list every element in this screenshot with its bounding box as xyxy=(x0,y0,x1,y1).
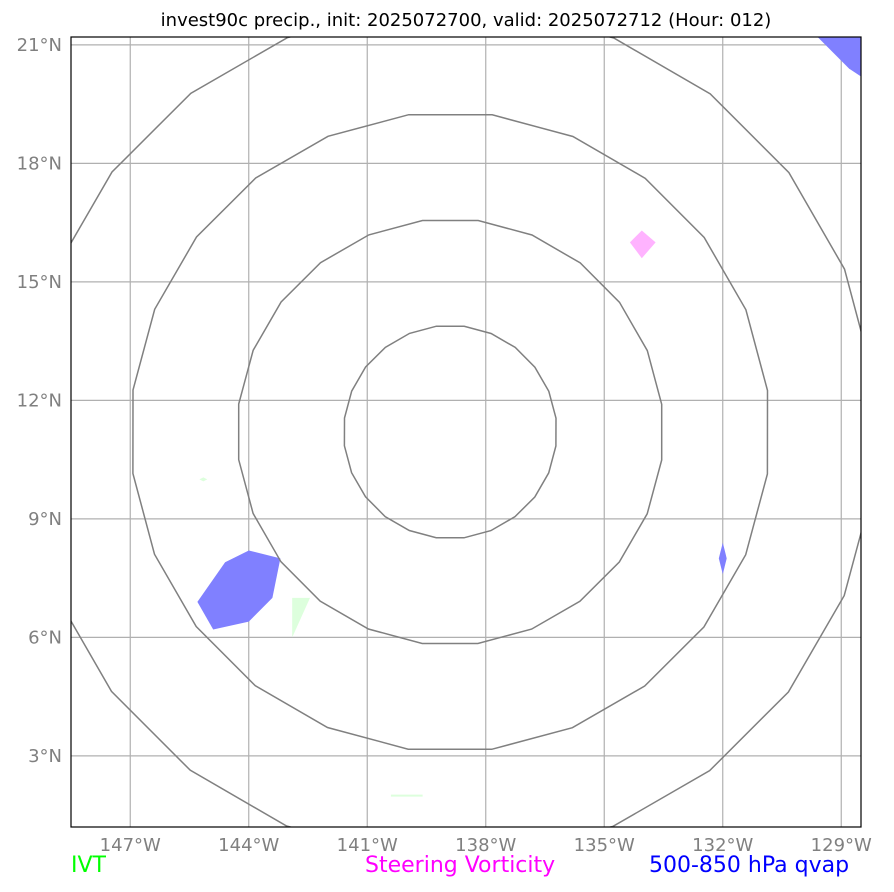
plot-area xyxy=(71,37,861,827)
lon-tick-label: 144°W xyxy=(218,835,279,856)
lon-tick-label: 141°W xyxy=(337,835,398,856)
plot-frame xyxy=(70,36,862,828)
lat-tick-label: 15°N xyxy=(17,272,62,293)
qvap-sliver-east xyxy=(718,542,727,575)
lat-tick-label: 9°N xyxy=(28,509,62,530)
ivt-dash-south xyxy=(390,794,423,797)
qvap-blob-northeast xyxy=(817,37,861,77)
range-ring-1 xyxy=(237,219,663,645)
lat-tick-label: 18°N xyxy=(17,153,62,174)
lon-tick-label: 147°W xyxy=(100,835,161,856)
ivt-sliver-center xyxy=(292,597,310,638)
lat-tick-label: 12°N xyxy=(17,390,62,411)
range-ring-3 xyxy=(71,37,861,827)
lon-tick-label: 132°W xyxy=(692,835,753,856)
lon-tick-label: 129°W xyxy=(811,835,872,856)
lon-tick-label: 135°W xyxy=(574,835,635,856)
qvap-blob-west xyxy=(197,550,281,630)
range-ring-0 xyxy=(343,325,557,539)
legend-ivt: IVT xyxy=(71,853,106,878)
lat-tick-label: 3°N xyxy=(28,746,62,767)
lon-tick-label: 138°W xyxy=(455,835,516,856)
vorticity-diamond xyxy=(629,230,656,259)
legend-qvap: 500-850 hPa qvap xyxy=(649,853,850,878)
gridlines xyxy=(71,37,861,827)
map-title: invest90c precip., init: 2025072700, val… xyxy=(161,10,772,31)
ivt-dot-west xyxy=(199,477,208,482)
latitude-labels: 3°N 6°N 9°N 12°N 15°N 18°N 21°N xyxy=(17,35,62,767)
lat-tick-label: 6°N xyxy=(28,627,62,648)
shaded-features xyxy=(197,37,861,797)
longitude-labels: 147°W 144°W 141°W 138°W 135°W 132°W 129°W xyxy=(100,835,872,856)
range-ring-2 xyxy=(132,113,769,751)
range-rings xyxy=(71,37,861,827)
legend-steering-vorticity: Steering Vorticity xyxy=(365,853,556,878)
lat-tick-label: 21°N xyxy=(17,35,62,56)
